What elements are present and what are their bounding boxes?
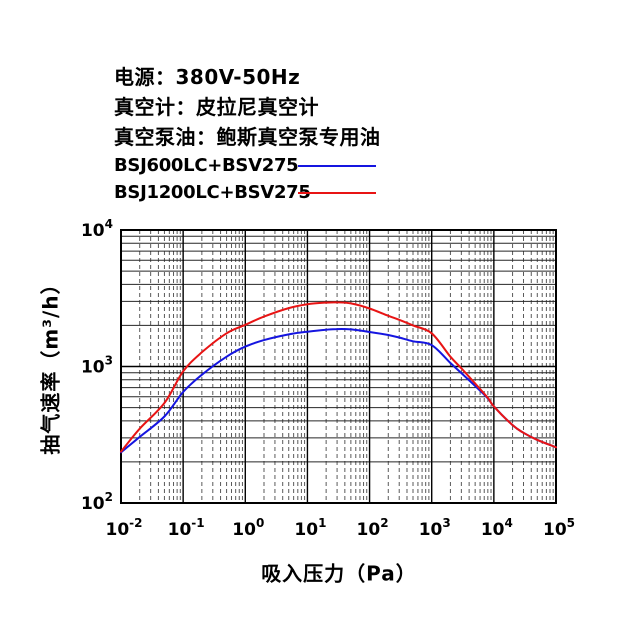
x-tick-label: 104 [481,516,513,540]
y-tick-label: 103 [81,354,113,378]
series-line-BSJ1200LC+BSV275 [120,301,557,453]
x-axis-title: 吸入压力（Pa） [261,561,417,586]
x-tick-label: 105 [543,516,575,540]
legend-line-blue [298,164,376,167]
chart-annotations: 电源：380V-50Hz 真空计：皮拉尼真空计 真空泵油：鲍斯真空泵专用油 BS… [114,62,381,206]
y-tick-label: 104 [81,217,113,241]
legend-item-bsj600: BSJ600LC+BSV275 [114,152,381,179]
y-tick-label: 102 [81,490,113,514]
x-tick-label: 10-2 [105,516,142,540]
x-tick-label: 103 [419,516,451,540]
x-tick-label: 101 [294,516,326,540]
annotation-pump-oil: 真空泵油：鲍斯真空泵专用油 [114,125,381,149]
x-tick-label: 102 [357,516,389,540]
x-tick-label: 100 [232,516,264,540]
annotation-vacuum-gauge: 真空计：皮拉尼真空计 [114,95,319,119]
legend-line-red [298,191,376,194]
legend-item-bsj1200: BSJ1200LC+BSV275 [114,179,381,206]
annotation-power-supply: 电源：380V-50Hz [114,65,301,89]
legend-label-bsj600: BSJ600LC+BSV275 [114,155,299,176]
legend-label-bsj1200: BSJ1200LC+BSV275 [114,182,311,203]
x-tick-label: 10-1 [168,516,205,540]
plot-border [120,229,557,504]
